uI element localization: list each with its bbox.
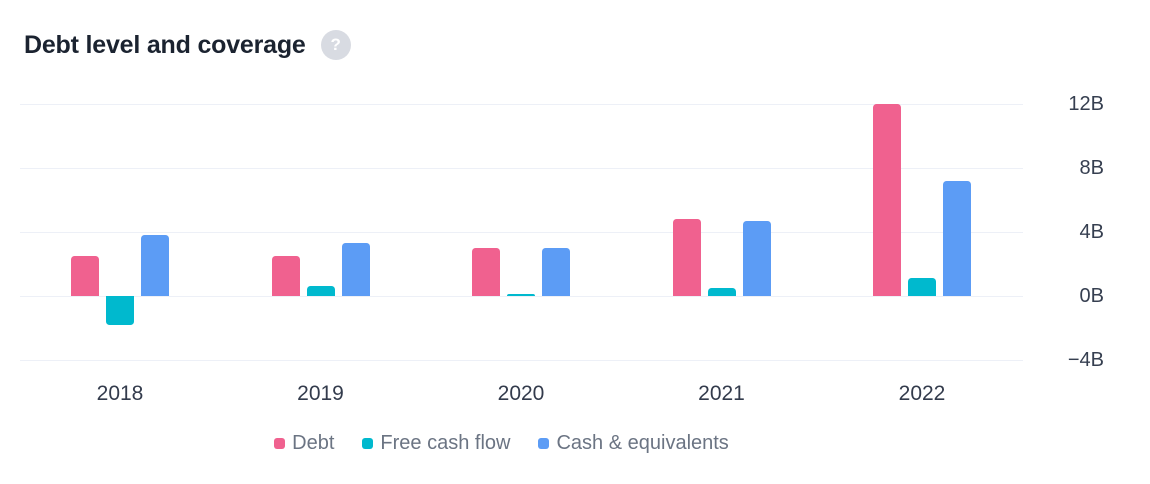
x-axis: 2018 2019 2020 2021 2022 (20, 381, 1023, 407)
bar-free-cash-flow-2019[interactable] (306, 286, 335, 296)
bar-debt-2019[interactable] (271, 256, 300, 296)
bar-cash-equivalents-2021[interactable] (742, 220, 771, 296)
bar-chart-plot-area (20, 88, 1023, 372)
bar-free-cash-flow-2018[interactable] (106, 296, 134, 325)
gridline-0b (20, 296, 1023, 297)
legend-item-cash-equivalents[interactable]: Cash & equivalents (538, 431, 729, 456)
x-axis-label-2019: 2019 (297, 382, 344, 405)
bar-free-cash-flow-2021[interactable] (707, 288, 736, 296)
bar-free-cash-flow-2020[interactable] (507, 294, 535, 296)
legend-swatch-free-cash-flow (362, 438, 374, 449)
bar-debt-2018[interactable] (71, 256, 99, 296)
legend-item-free-cash-flow[interactable]: Free cash flow (362, 431, 510, 456)
help-icon[interactable]: ? (320, 30, 351, 60)
y-axis-label-8b: 8B (1079, 157, 1104, 179)
x-axis-label-2021: 2021 (698, 382, 745, 405)
bar-free-cash-flow-2022[interactable] (908, 278, 936, 296)
bar-cash-equivalents-2022[interactable] (943, 180, 971, 296)
legend-label-debt: Debt (292, 432, 335, 454)
bar-cash-equivalents-2020[interactable] (542, 248, 570, 296)
x-axis-label-2020: 2020 (497, 382, 545, 405)
bar-debt-2022[interactable] (873, 104, 901, 296)
bar-cash-equivalents-2019[interactable] (341, 243, 370, 296)
bar-debt-2021[interactable] (672, 219, 701, 296)
y-axis-label-12b: 12B (1068, 93, 1104, 115)
bar-cash-equivalents-2018[interactable] (141, 235, 169, 296)
gridline-4b (20, 232, 1023, 233)
legend-item-debt[interactable]: Debt (274, 431, 334, 456)
y-axis-label-0b: 0B (1079, 285, 1104, 307)
y-axis-label-4b: 4B (1079, 221, 1104, 243)
legend-label-free-cash-flow: Free cash flow (380, 432, 511, 454)
gridline-12b (20, 104, 1023, 105)
gridline-4b (20, 360, 1023, 361)
gridline-8b (20, 168, 1023, 169)
y-axis-label-4b: −4B (1067, 349, 1104, 371)
chart-legend: Debt Free cash flow Cash & equivalents (0, 431, 1003, 456)
legend-swatch-debt (274, 438, 286, 449)
x-axis-label-2018: 2018 (96, 382, 144, 405)
bar-debt-2020[interactable] (472, 248, 500, 296)
y-axis: 12B 8B 4B 0B −4B (1030, 88, 1104, 372)
legend-swatch-cash-equivalents (538, 438, 550, 449)
legend-label-cash-equivalents: Cash & equivalents (556, 432, 729, 454)
chart-header: Debt level and coverage ? (24, 30, 351, 60)
x-axis-label-2022: 2022 (898, 382, 946, 405)
page-title: Debt level and coverage (24, 30, 306, 59)
